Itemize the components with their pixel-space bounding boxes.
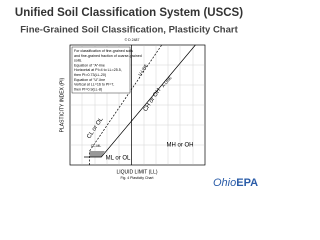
standard: © D 2487 — [125, 38, 140, 42]
legend-line: Equation of "U"-line — [74, 78, 105, 82]
x-axis-label: LIQUID LIMIT (LL) — [116, 169, 157, 175]
y-axis-label: PLASTICITY INDEX (PI) — [59, 77, 65, 132]
region-label: ML or OL — [106, 156, 131, 162]
caption: Fig. 4 Plasticity Chart — [120, 176, 153, 180]
title: Unified Soil Classification System (USCS… — [15, 7, 243, 19]
legend-line: Horizontal at PI=4 to LL=25.5, — [74, 68, 122, 72]
line-label: A-LINE — [161, 75, 173, 88]
logo-part: EPA — [236, 177, 258, 189]
legend-line: then PI=0.73(LL-20) — [74, 73, 106, 77]
region-label: CL-ML — [91, 144, 102, 148]
subtitle: Fine-Grained Soil Classification, Plasti… — [20, 25, 238, 36]
legend-line: then PI=0.9(LL-8) — [74, 87, 102, 91]
logo-part: Ohio — [213, 177, 236, 189]
plot — [69, 44, 206, 166]
u-line — [89, 44, 162, 165]
legend-line: Equation of "A"-line — [74, 63, 105, 67]
line-label: U-LINE — [137, 63, 149, 77]
cl-ml-zone — [89, 151, 105, 157]
region-label: CL or OL — [86, 116, 105, 140]
legend: For classification of fine-grained soils… — [74, 49, 142, 91]
slide: Unified Soil Classification System (USCS… — [15, 7, 258, 189]
legend-box — [71, 46, 131, 94]
region-label: MH or OH — [167, 143, 194, 149]
legend-line: soils. — [74, 59, 82, 63]
region-label: CH or OH — [143, 88, 163, 113]
logo: OhioEPA — [213, 177, 258, 189]
legend-line: For classification of fine-grained soils — [74, 49, 133, 53]
legend-line: and fine-grained fraction of coarse-grai… — [74, 54, 142, 58]
legend-line: Vertical at LL=16 to PI=7, — [74, 83, 114, 87]
